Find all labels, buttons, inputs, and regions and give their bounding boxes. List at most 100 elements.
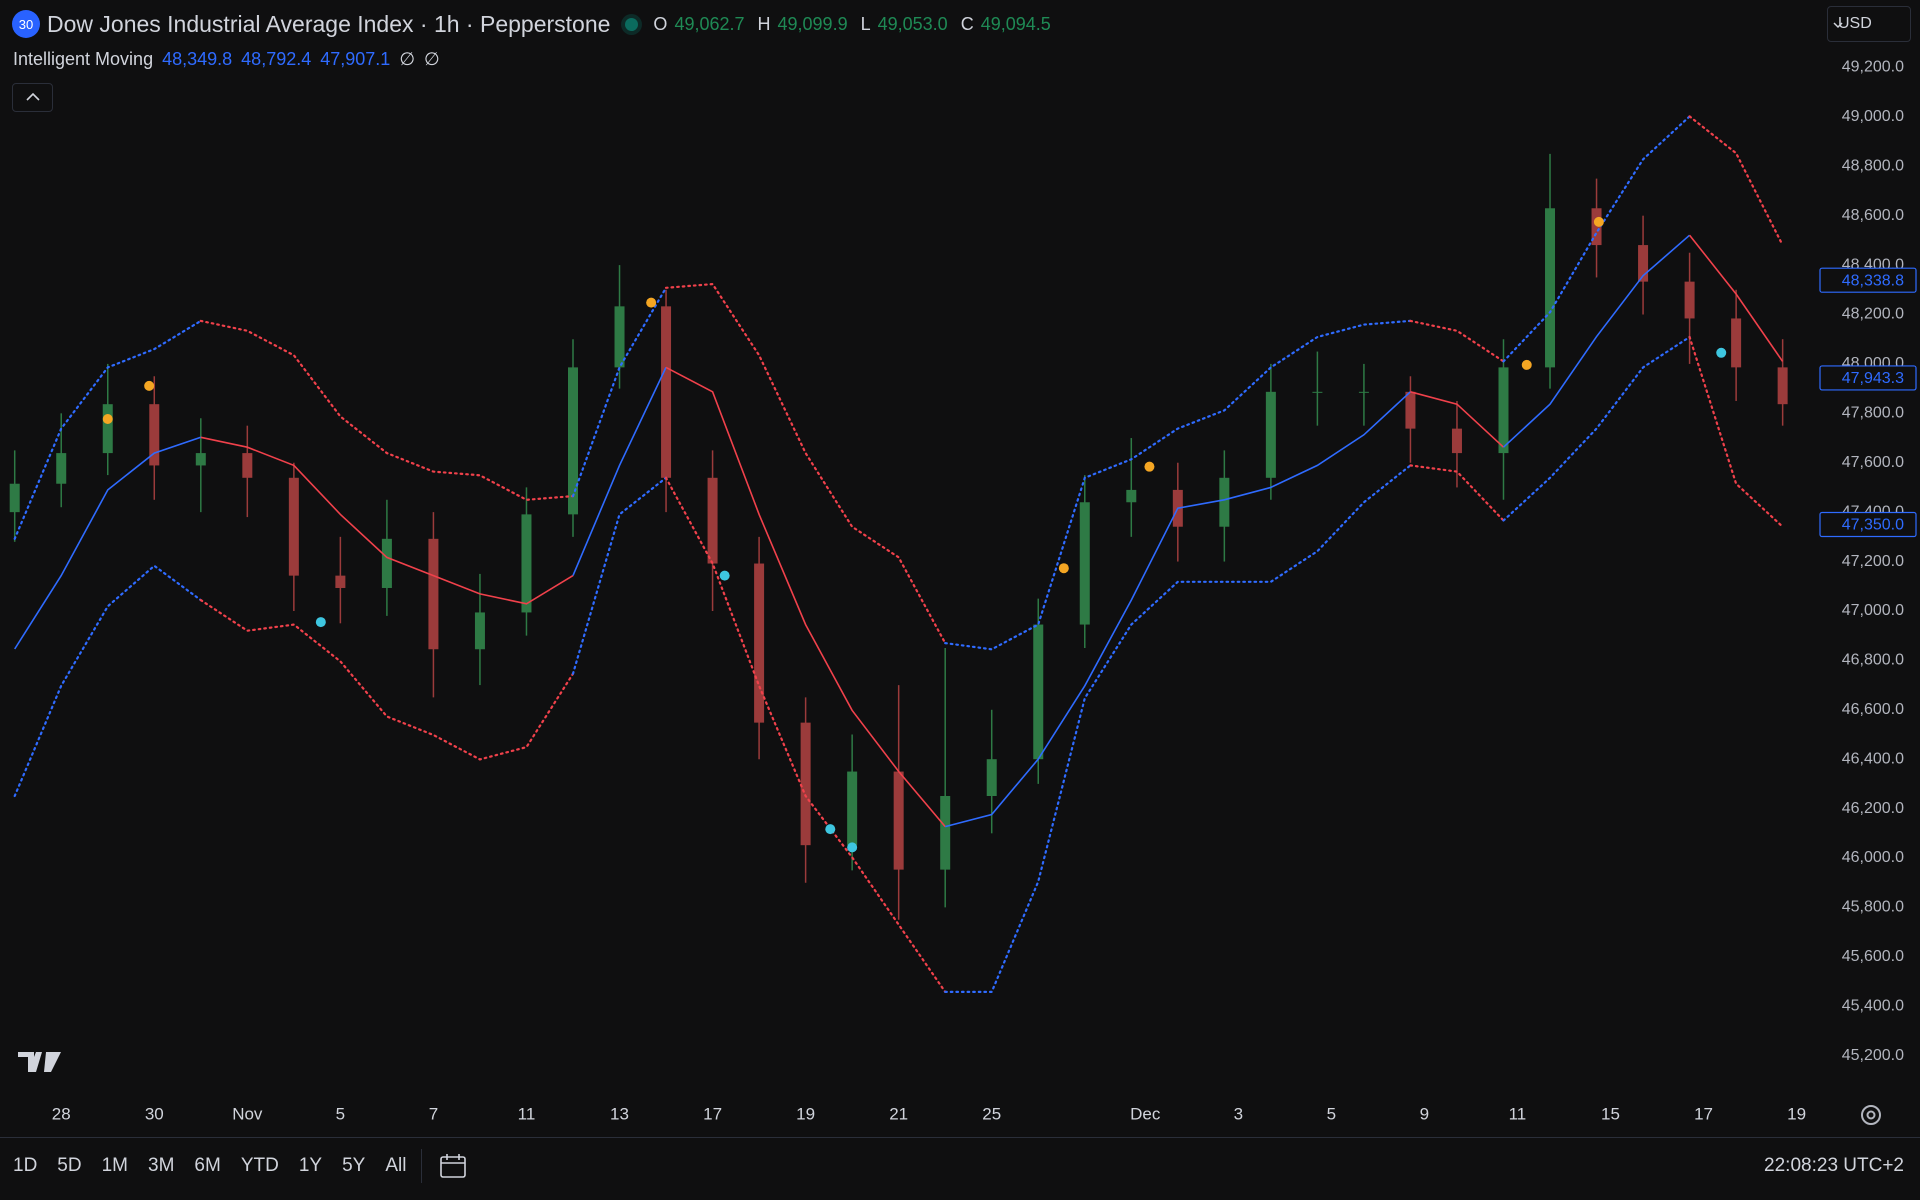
- signal-marker: [1521, 359, 1532, 370]
- range-button[interactable]: 3M: [148, 1155, 175, 1176]
- candle-body: [1405, 391, 1416, 429]
- candle-body: [1312, 391, 1323, 393]
- candle-body: [56, 453, 67, 484]
- range-button[interactable]: 6M: [194, 1155, 221, 1176]
- x-tick-label: 25: [982, 1104, 1001, 1123]
- symbol-title[interactable]: Dow Jones Industrial Average Index · 1h …: [47, 10, 611, 37]
- band-line: [1688, 115, 1784, 247]
- signal-marker: [646, 297, 657, 308]
- basis-line: [944, 391, 1411, 828]
- band-line: [1409, 319, 1505, 363]
- candle-body: [1126, 489, 1137, 503]
- x-tick-label: 5: [1327, 1104, 1336, 1123]
- range-button[interactable]: 5Y: [342, 1155, 366, 1176]
- y-tick-label: 45,200.0: [1842, 1047, 1904, 1064]
- chevron: [26, 92, 40, 101]
- y-tick-label: 49,000.0: [1842, 108, 1904, 125]
- x-tick-label: 19: [796, 1104, 815, 1123]
- collapse-button[interactable]: [12, 83, 53, 112]
- x-tick-label: 19: [1787, 1104, 1806, 1123]
- candle-body: [567, 367, 578, 515]
- candle-body: [288, 477, 299, 576]
- signal-marker: [847, 842, 858, 853]
- price-label: 48,338.8: [1842, 272, 1904, 289]
- price-label: 47,350.0: [1842, 517, 1904, 534]
- currency-select[interactable]: USD: [1827, 6, 1911, 42]
- range-button[interactable]: YTD: [240, 1155, 279, 1176]
- signal-marker: [1593, 216, 1604, 227]
- symbol-badge: 30: [12, 10, 40, 38]
- range-button[interactable]: 1M: [101, 1155, 128, 1176]
- candle-body: [1219, 477, 1230, 527]
- price-label-box: [1819, 511, 1917, 538]
- basis-line: [1688, 234, 1784, 362]
- x-tick-label: 3: [1234, 1104, 1243, 1123]
- signal-marker: [1144, 461, 1155, 472]
- band-line: [664, 476, 947, 993]
- candle-body: [1265, 391, 1276, 478]
- candle-body: [428, 538, 439, 650]
- indicator-value: 48,349.8: [162, 48, 233, 69]
- dropdown-arrow: [1833, 22, 1843, 29]
- signal-marker: [719, 570, 730, 581]
- band-line: [1502, 115, 1691, 363]
- indicator-value: 48,792.4: [241, 48, 312, 69]
- x-tick-label: 17: [1694, 1104, 1713, 1123]
- candle-body: [1033, 624, 1044, 760]
- basis-line: [1502, 234, 1691, 448]
- y-tick-label: 48,600.0: [1842, 207, 1904, 224]
- range-button[interactable]: 1Y: [298, 1155, 323, 1176]
- candle-body: [754, 563, 765, 723]
- range-button[interactable]: 1D: [13, 1155, 38, 1176]
- y-tick-label: 45,600.0: [1842, 948, 1904, 965]
- signal-marker: [144, 380, 155, 391]
- candle-body: [9, 483, 20, 513]
- indicator-name[interactable]: Intelligent Moving: [13, 48, 154, 69]
- band-line: [13, 319, 202, 540]
- x-tick-label: Dec: [1130, 1104, 1161, 1123]
- settings-icon[interactable]: [1861, 1105, 1881, 1125]
- price-label-box: [1819, 365, 1917, 391]
- date-range-button[interactable]: [438, 1151, 468, 1181]
- y-tick-label: 46,200.0: [1842, 800, 1904, 817]
- band-line: [199, 599, 575, 761]
- y-tick-label: 47,000.0: [1842, 602, 1904, 619]
- candle-body: [893, 771, 904, 870]
- candle-body: [1451, 428, 1462, 454]
- y-tick-label: 48,800.0: [1842, 157, 1904, 174]
- candle-body: [847, 771, 858, 846]
- y-tick-label: 45,400.0: [1842, 997, 1904, 1014]
- x-tick-label: 11: [1509, 1104, 1527, 1123]
- signal-marker: [315, 617, 326, 628]
- y-tick-label: 46,000.0: [1842, 849, 1904, 866]
- candle-body: [381, 538, 392, 588]
- candle-body: [1638, 245, 1649, 282]
- basis-line: [572, 367, 667, 576]
- band-line: [571, 476, 668, 675]
- y-tick-label: 46,600.0: [1842, 701, 1904, 718]
- range-buttons: 1D 5D 1M 3M 6M YTD 1Y 5Y All: [0, 1155, 413, 1177]
- symbol-header: 30 Dow Jones Industrial Average Index · …: [12, 9, 1057, 39]
- basis-line: [14, 436, 202, 650]
- candle-body: [195, 453, 206, 466]
- band-line: [1688, 335, 1784, 528]
- candle-body: [1777, 367, 1788, 405]
- candle-body: [335, 575, 346, 588]
- ohlc-key: H: [757, 13, 771, 34]
- x-tick-label: Nov: [232, 1104, 263, 1123]
- band-line: [1409, 464, 1505, 522]
- y-tick-label: 45,800.0: [1842, 899, 1904, 916]
- candle-body: [614, 306, 625, 368]
- ohlc-key: L: [860, 13, 871, 34]
- ohlc-value: 49,062.7: [674, 13, 745, 34]
- candle-body: [1731, 318, 1742, 368]
- ohlc-value: 49,094.5: [980, 13, 1051, 34]
- range-button[interactable]: 5D: [57, 1155, 82, 1176]
- basis-line: [1410, 391, 1505, 448]
- x-tick-label: 28: [52, 1104, 71, 1123]
- candle-body: [1079, 502, 1090, 625]
- x-tick-label: 15: [1601, 1104, 1620, 1123]
- range-button[interactable]: All: [385, 1155, 407, 1176]
- basis-line: [200, 436, 574, 605]
